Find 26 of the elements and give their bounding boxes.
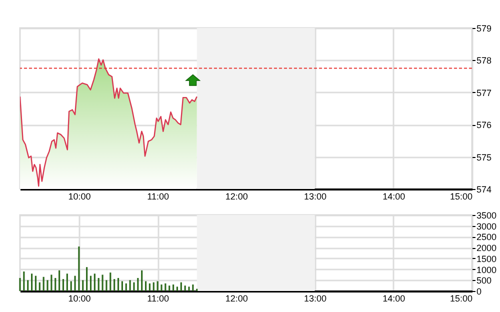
x-tick-label: 12:00 — [225, 192, 248, 202]
x-tick-label: 10:00 — [68, 294, 91, 304]
y-tick-label: 577 — [476, 88, 492, 98]
y-tick-label: 2500 — [476, 232, 497, 242]
x-tick-label: 13:00 — [304, 192, 327, 202]
y-tick-label: 1000 — [476, 264, 497, 275]
x-tick-label: 15:00 — [450, 192, 472, 202]
y-tick-label: 500 — [476, 276, 492, 286]
x-tick-label: 14:00 — [382, 192, 406, 202]
y-tick-label: 0 — [476, 286, 482, 296]
x-tick-label: 11:00 — [147, 294, 169, 304]
y-tick-label: 2000 — [476, 243, 497, 254]
x-tick-label: 13:00 — [304, 294, 327, 304]
y-tick-label: 574 — [476, 184, 492, 194]
x-tick-label: 12:00 — [225, 294, 248, 304]
y-tick-label: 3500 — [476, 210, 497, 220]
x-tick-label: 14:00 — [382, 294, 406, 304]
y-tick-label: 575 — [476, 152, 492, 162]
y-tick-label: 3000 — [476, 221, 497, 232]
y-tick-label: 576 — [476, 120, 492, 130]
x-tick-label: 11:00 — [147, 192, 169, 202]
y-tick-label: 579 — [476, 24, 492, 34]
y-tick-label: 1500 — [476, 254, 497, 264]
x-tick-label: 15:00 — [450, 294, 472, 304]
y-tick-label: 578 — [476, 56, 492, 66]
x-tick-label: 10:00 — [68, 192, 91, 202]
